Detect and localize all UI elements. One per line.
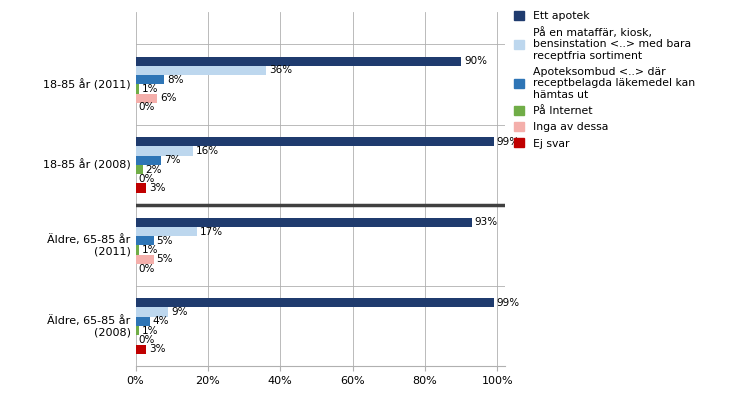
Bar — [136, 165, 143, 174]
Text: 99%: 99% — [496, 137, 520, 147]
Bar — [136, 137, 494, 147]
Bar — [136, 326, 139, 335]
Bar — [136, 317, 150, 326]
Text: 17%: 17% — [200, 227, 223, 236]
Text: 7%: 7% — [163, 155, 180, 165]
Text: 1%: 1% — [142, 84, 159, 94]
Bar — [136, 307, 168, 317]
Text: 0%: 0% — [139, 264, 155, 274]
Text: 16%: 16% — [197, 146, 219, 156]
Bar — [136, 227, 197, 236]
Text: 99%: 99% — [496, 298, 520, 308]
Text: 36%: 36% — [269, 66, 291, 75]
Bar — [136, 345, 146, 354]
Text: 2%: 2% — [145, 164, 162, 175]
Text: 1%: 1% — [142, 326, 159, 336]
Text: 0%: 0% — [139, 103, 155, 112]
Text: 90%: 90% — [464, 56, 487, 66]
Text: 8%: 8% — [167, 74, 184, 85]
Text: 1%: 1% — [142, 245, 159, 255]
Text: 6%: 6% — [160, 93, 177, 103]
Bar — [136, 57, 461, 66]
Text: 5%: 5% — [157, 254, 173, 265]
Bar — [136, 298, 494, 307]
Bar — [136, 236, 154, 245]
Bar — [136, 84, 139, 94]
Text: 3%: 3% — [149, 344, 166, 354]
Text: 0%: 0% — [139, 335, 155, 345]
Text: 3%: 3% — [149, 183, 166, 193]
Text: 4%: 4% — [153, 316, 169, 326]
Bar — [136, 66, 266, 75]
Bar — [136, 218, 472, 227]
Text: 93%: 93% — [475, 217, 498, 227]
Text: 5%: 5% — [157, 236, 173, 246]
Bar — [136, 255, 154, 264]
Bar — [136, 94, 157, 103]
Bar — [136, 184, 146, 193]
Bar — [136, 147, 194, 155]
Bar — [136, 155, 161, 165]
Text: 9%: 9% — [171, 307, 187, 317]
Bar — [136, 245, 139, 255]
Legend: Ett apotek, På en mataffär, kiosk,
bensinstation <..> med bara
receptfria sortim: Ett apotek, På en mataffär, kiosk, bensi… — [514, 11, 695, 149]
Text: 0%: 0% — [139, 174, 155, 184]
Bar — [136, 75, 164, 84]
